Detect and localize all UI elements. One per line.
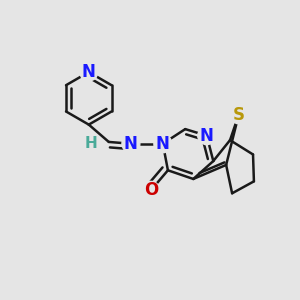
Text: S: S <box>233 106 245 124</box>
Circle shape <box>198 127 216 145</box>
Text: N: N <box>156 135 170 153</box>
Circle shape <box>142 182 160 199</box>
Circle shape <box>154 135 172 153</box>
Circle shape <box>80 63 98 81</box>
Circle shape <box>84 136 98 151</box>
Text: N: N <box>124 135 138 153</box>
Text: H: H <box>85 136 98 151</box>
Circle shape <box>122 135 140 153</box>
Text: N: N <box>82 63 96 81</box>
Text: O: O <box>144 181 158 199</box>
Circle shape <box>230 106 248 124</box>
Text: N: N <box>200 127 214 145</box>
